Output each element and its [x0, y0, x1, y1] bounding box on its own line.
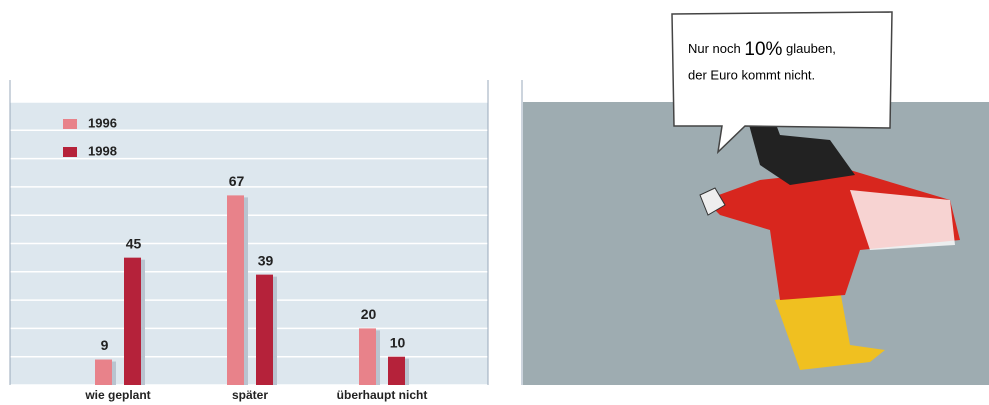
data-label: 39: [258, 252, 274, 268]
legend-label: 1998: [88, 143, 117, 158]
figure-cape: [850, 190, 955, 250]
x-tick-label: später: [232, 388, 268, 402]
callout-text: Nur noch 10% glauben,: [688, 39, 836, 60]
legend-swatch: [63, 147, 77, 157]
bar: [95, 359, 112, 385]
x-tick-label: überhaupt nicht: [337, 388, 428, 402]
data-label: 67: [229, 173, 245, 189]
legend-swatch: [63, 119, 77, 129]
callout-text: glauben,: [786, 41, 836, 56]
illustration: [699, 108, 960, 370]
data-label: 45: [126, 235, 142, 251]
x-tick-label: wie geplant: [84, 388, 150, 402]
data-label: 9: [101, 337, 109, 353]
bar: [359, 328, 376, 385]
figure-legs: [775, 290, 885, 370]
data-label: 10: [390, 334, 406, 350]
bar: [124, 257, 141, 385]
data-label: 20: [361, 306, 377, 322]
figure-head: [745, 108, 855, 185]
speech-bubble: [671, 11, 893, 155]
bar: [256, 274, 273, 385]
callout-text: Nur noch: [688, 41, 741, 56]
bar: [388, 356, 405, 385]
figure-hand: [699, 187, 726, 216]
bar: [227, 195, 244, 385]
legend-label: 1996: [88, 115, 117, 130]
callout-text: der Euro kommt nicht.: [688, 67, 815, 82]
callout-highlight: 10%: [744, 39, 782, 60]
